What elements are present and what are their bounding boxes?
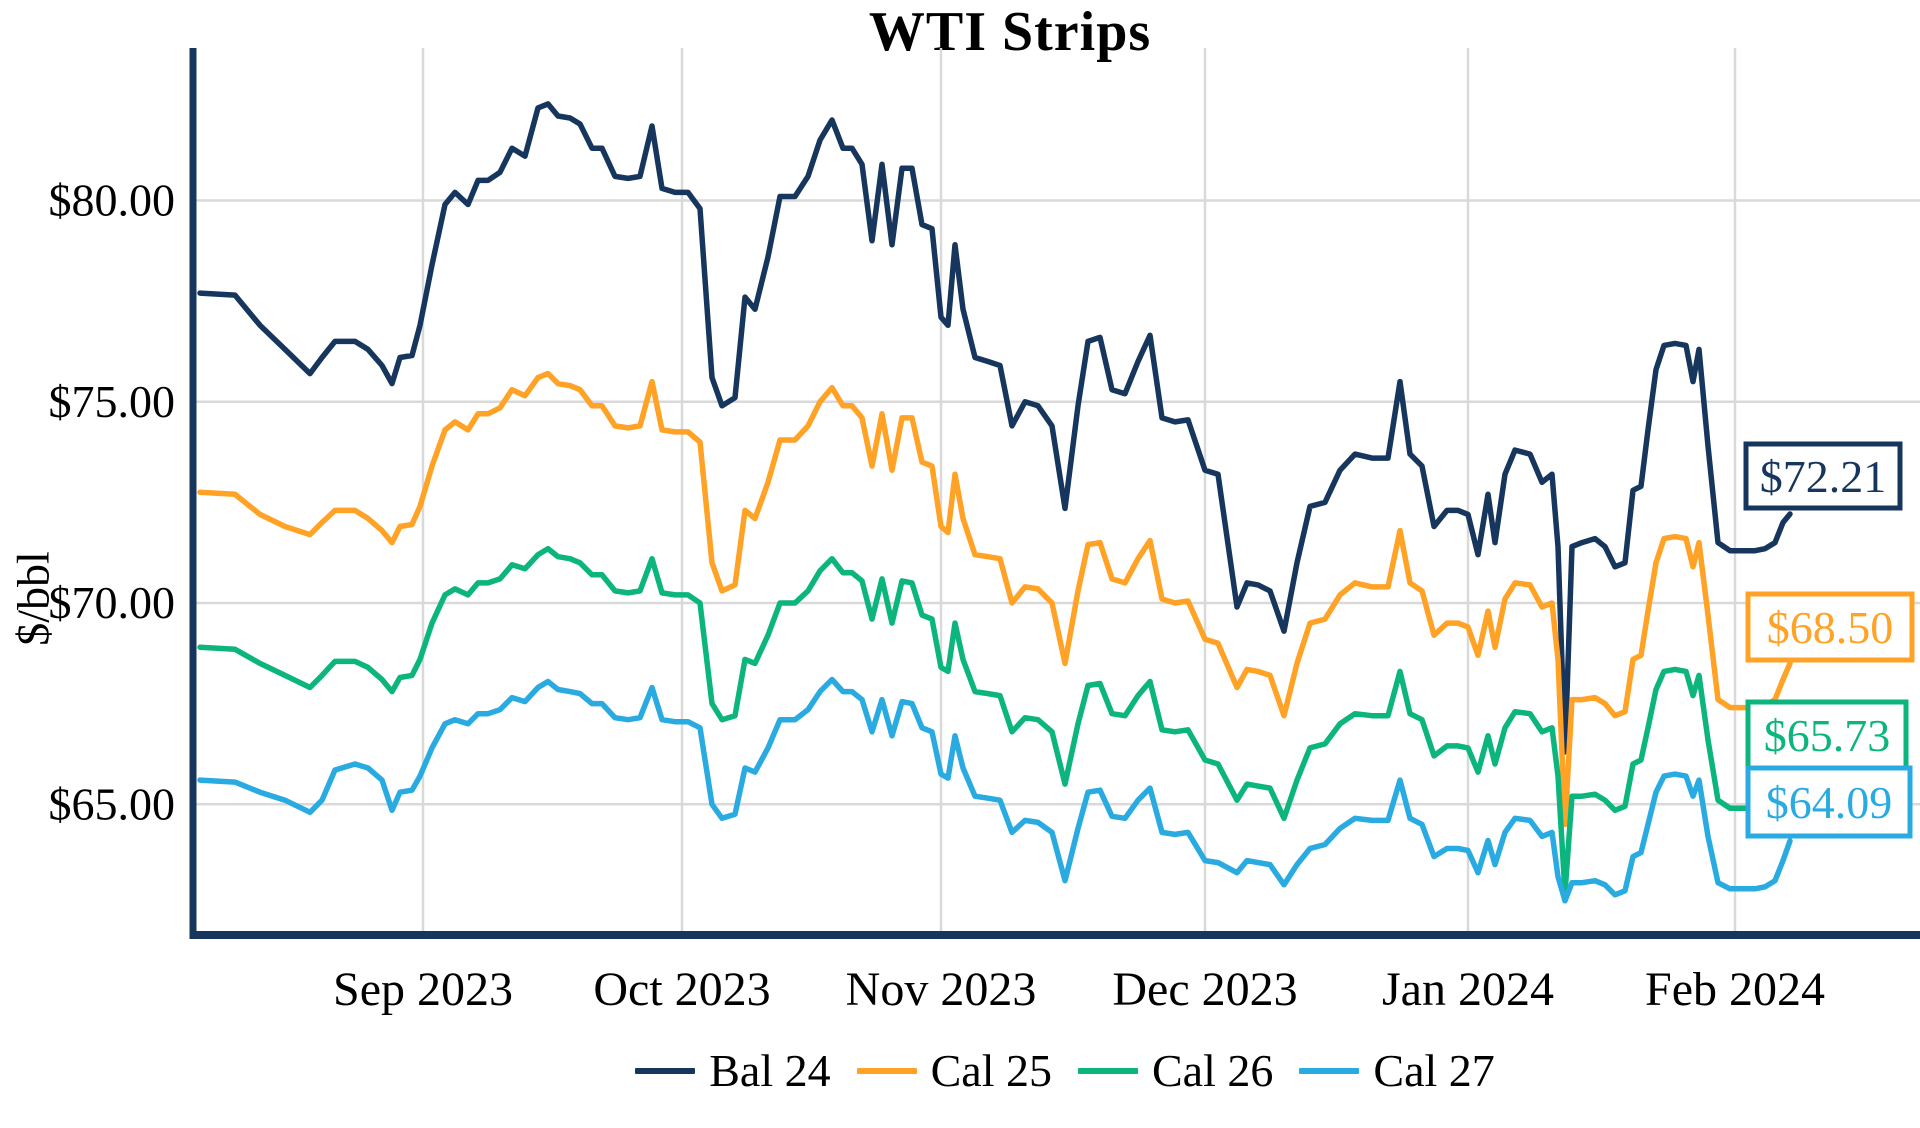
series-line-cal27 — [197, 676, 1793, 904]
legend-item-bal24: Bal 24 — [635, 1045, 831, 1096]
x-tick-label: Feb 2024 — [1645, 963, 1825, 1016]
end-value-label: $65.73 — [1764, 710, 1891, 761]
x-tick-label: Jan 2024 — [1382, 963, 1554, 1016]
legend-label: Cal 27 — [1373, 1045, 1495, 1096]
chart-title: WTI Strips — [868, 1, 1152, 63]
series-line-cal25 — [197, 370, 1793, 828]
legend-item-cal27: Cal 27 — [1299, 1045, 1495, 1096]
y-tick-label: $75.00 — [49, 376, 176, 427]
legend-item-cal26: Cal 26 — [1078, 1048, 1273, 1094]
legend-label: Cal 26 — [1152, 1045, 1274, 1096]
chart-legend: Bal 24 Cal 25 Cal 26 Cal 27 — [210, 1048, 1920, 1094]
end-value-box-cal27 — [1745, 765, 1913, 839]
series-line-cal26 — [197, 545, 1793, 896]
end-value-label: $72.21 — [1760, 451, 1887, 502]
cal26-line-swatch-icon — [1078, 1068, 1138, 1074]
legend-item-cal25: Cal 25 — [856, 1045, 1052, 1096]
end-value-box-cal26 — [1745, 699, 1909, 771]
y-tick-label: $70.00 — [49, 577, 176, 628]
series-line-bal24 — [197, 101, 1793, 755]
x-tick-label: Oct 2023 — [593, 963, 770, 1016]
end-value-box-bal24 — [1743, 441, 1903, 511]
end-value-label: $68.50 — [1767, 602, 1894, 653]
cal25-line-swatch-icon — [856, 1068, 917, 1074]
x-tick-label: Dec 2023 — [1112, 963, 1297, 1016]
cal27-line-swatch-icon — [1299, 1068, 1360, 1074]
legend-label: Cal 25 — [930, 1045, 1052, 1096]
end-value-box-cal25 — [1745, 591, 1915, 663]
x-tick-label: Sep 2023 — [333, 963, 513, 1016]
bal24-line-swatch-icon — [635, 1068, 696, 1074]
x-tick-label: Nov 2023 — [846, 963, 1037, 1016]
y-tick-label: $80.00 — [49, 175, 176, 226]
y-tick-label: $65.00 — [49, 778, 176, 829]
end-value-label: $64.09 — [1766, 777, 1893, 828]
legend-label: Bal 24 — [709, 1045, 831, 1096]
